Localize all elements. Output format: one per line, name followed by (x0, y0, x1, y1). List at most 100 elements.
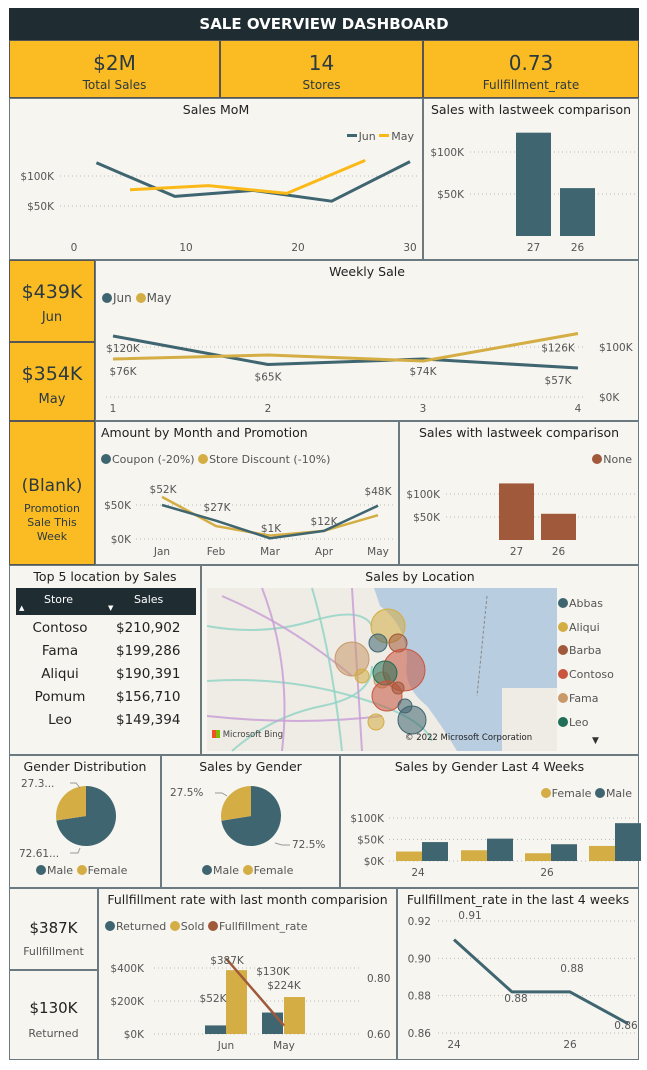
x-tick-label: May (273, 1040, 295, 1052)
map-legend: Abbas Aliqui Barba Contoso Fama Leo (558, 592, 614, 734)
pie-slice-male (221, 786, 281, 846)
chart-title: Amount by Month and Promotion (101, 425, 308, 440)
legend-item-contoso[interactable]: Contoso (558, 663, 614, 687)
legend-dot-icon (36, 865, 46, 875)
kpi-value: (Blank) (21, 476, 83, 496)
data-label: 0.86 (614, 1020, 638, 1032)
legend-scroll-down-icon[interactable]: ▼ (592, 736, 599, 746)
legend-sold: Sold (180, 920, 205, 933)
legend: Jun May (102, 291, 171, 305)
legend: Returned Sold Fullfillment_rate (105, 920, 308, 933)
table-row[interactable]: Aliqui $190,391 (16, 666, 196, 686)
x-tick-label: 26 (540, 867, 554, 879)
legend-dot-icon (208, 921, 219, 931)
legend-dot-icon (101, 454, 111, 464)
kpi-stores: 14 Stores (220, 40, 423, 98)
series-line-may (129, 159, 366, 195)
series-line-jun (95, 160, 411, 203)
bing-logo: Microsoft Bing (212, 730, 283, 740)
kpi-jun: $439K Jun (9, 260, 95, 342)
column-header-store[interactable]: Store (44, 593, 74, 606)
x-tick-label: Feb (207, 546, 226, 558)
bar-sold-Jun (226, 970, 247, 1034)
kpi-returned: $130K Returned (9, 970, 98, 1060)
data-label: 0.91 (458, 910, 481, 922)
kpi-label: May (38, 392, 66, 407)
legend-item-fama[interactable]: Fama (558, 687, 614, 711)
cell-sales: $199,286 (116, 643, 181, 659)
table-row[interactable]: Contoso $210,902 (16, 620, 196, 640)
leader-line (215, 792, 228, 797)
x-tick-label: 10 (179, 242, 192, 254)
legend-dot-icon (135, 293, 146, 303)
legend-female: Female (551, 787, 592, 800)
sort-desc-icon[interactable]: ▼ (108, 604, 114, 612)
x-tick-label: 4 (575, 403, 582, 415)
location-bubble-barba (391, 681, 405, 695)
y-tick-label: $50K (27, 201, 55, 213)
kpi-fulfillment-rate: 0.73 Fullfillment_rate (423, 40, 639, 98)
data-label: 0.88 (560, 963, 583, 975)
slice-label: 72.5% (292, 839, 325, 851)
bar-male-26 (551, 844, 577, 861)
table-row[interactable]: Pomum $156,710 (16, 689, 196, 709)
rate-weeks-panel: Fullfillment_rate in the last 4 weeks 0.… (397, 888, 639, 1060)
legend-male: Male (47, 864, 74, 877)
table-row[interactable]: Leo $149,394 (16, 712, 196, 732)
x-tick-label: 26 (571, 242, 585, 254)
pie-slice-female (56, 786, 86, 821)
y-tick-label: $50K (104, 500, 132, 512)
slice-label: 27.5% (170, 787, 203, 799)
legend-item-leo[interactable]: Leo (558, 711, 614, 735)
y-tick-label: $50K (437, 189, 465, 201)
legend-label: Fama (569, 691, 599, 705)
bar-27 (499, 483, 534, 540)
x-tick-label: 2 (265, 403, 272, 415)
legend-item-abbas[interactable]: Abbas (558, 592, 614, 616)
kpi-promotion: (Blank) Promotion Sale This Week (9, 421, 95, 565)
y-tick-label: $50K (413, 512, 441, 524)
data-label: $76K (110, 366, 138, 378)
data-label: $1K (261, 523, 282, 535)
legend-label: Contoso (569, 668, 614, 682)
cell-store: Fama (41, 643, 79, 659)
slice-label: 72.61... (19, 848, 59, 860)
column-header-sales[interactable]: Sales (134, 593, 164, 606)
kpi-label: Total Sales (82, 78, 147, 92)
y-tick-label: $100K (406, 489, 441, 501)
legend-dot-icon (594, 788, 605, 798)
gender-weeks-chart: $0K $50K $100K 24 26 (350, 813, 641, 879)
legend: Male Female (36, 864, 127, 877)
kpi-label: Returned (28, 1027, 79, 1040)
legend-dot-icon (242, 865, 253, 875)
bar-female-25 (461, 850, 487, 861)
sort-asc-icon[interactable]: ▲ (19, 604, 25, 612)
road (261, 587, 286, 752)
x-tick-label: Apr (315, 546, 334, 558)
legend-item-barba[interactable]: Barba (558, 639, 614, 663)
y-tick-label: $50K (357, 835, 385, 847)
y-tick-label: $0K (111, 534, 132, 546)
bar-26 (541, 513, 576, 540)
microsoft-logo-icon (212, 730, 220, 738)
map[interactable] (202, 566, 640, 756)
location-bubble-abbas (368, 633, 388, 653)
leader-line (70, 782, 81, 789)
legend-store-discount: Store Discount (-10%) (209, 453, 331, 466)
x-tick-label: 26 (563, 1039, 577, 1051)
location-bubble-abbas (397, 705, 427, 735)
legend-dot-icon (558, 598, 568, 608)
road (206, 613, 373, 631)
series-line-coupon (161, 503, 379, 540)
legend-none: None (603, 453, 632, 466)
sales-by-gender-pie: 72.5% 27.5% (170, 786, 325, 851)
x-tick-label: 0 (71, 242, 78, 254)
data-label: $120K (106, 343, 141, 355)
lake (374, 588, 557, 751)
x-tick-label: 20 (291, 242, 304, 254)
x-tick-label: 27 (510, 546, 523, 558)
legend-label: Barba (569, 644, 602, 658)
table-row[interactable]: Fama $199,286 (16, 643, 196, 663)
legend-item-aliqui[interactable]: Aliqui (558, 616, 614, 640)
kpi-value: $130K (29, 999, 78, 1017)
